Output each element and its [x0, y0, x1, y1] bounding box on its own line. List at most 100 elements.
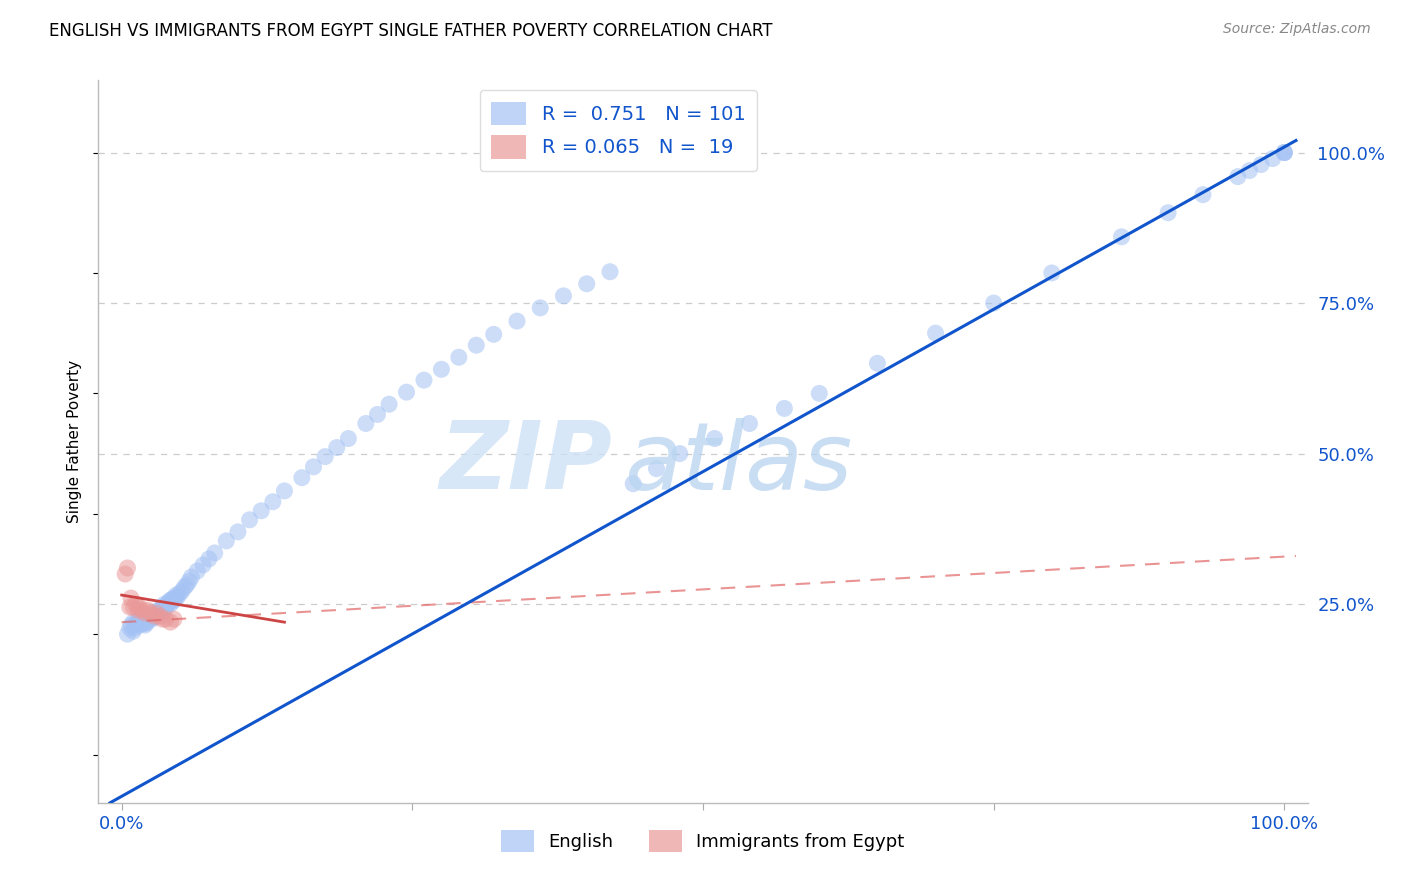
Point [150, 600, 173, 615]
Point [314, 450, 336, 464]
Point [135, 616, 157, 631]
Point [124, 621, 146, 635]
Point [430, 362, 453, 376]
Legend: English, Immigrants from Egypt: English, Immigrants from Egypt [494, 822, 912, 859]
Point [413, 373, 436, 387]
Point [138, 610, 160, 624]
Point [134, 618, 156, 632]
Point [165, 592, 187, 607]
Text: ENGLISH VS IMMIGRANTS FROM EGYPT SINGLE FATHER POVERTY CORRELATION CHART: ENGLISH VS IMMIGRANTS FROM EGYPT SINGLE … [49, 22, 773, 40]
Point [302, 459, 325, 474]
Point [138, 612, 160, 626]
Point [482, 327, 505, 342]
Point [621, 476, 644, 491]
Point [159, 615, 181, 630]
Point [155, 612, 177, 626]
Point [924, 326, 946, 341]
Point [176, 578, 198, 592]
Point [163, 591, 186, 606]
Point [124, 597, 146, 611]
Point [326, 441, 349, 455]
Point [191, 558, 214, 572]
Point [134, 606, 156, 620]
Point [186, 564, 208, 578]
Point [132, 614, 155, 628]
Point [124, 618, 146, 632]
Point [150, 602, 173, 616]
Point [146, 606, 169, 620]
Point [141, 612, 163, 626]
Point [156, 599, 179, 613]
Point [117, 627, 139, 641]
Point [142, 607, 165, 622]
Point [198, 552, 221, 566]
Point [738, 417, 761, 431]
Point [136, 603, 159, 617]
Point [114, 567, 136, 582]
Point [122, 624, 145, 639]
Point [128, 618, 150, 632]
Point [127, 603, 149, 617]
Point [1272, 145, 1295, 160]
Point [983, 296, 1005, 310]
Point [172, 583, 194, 598]
Point [291, 471, 314, 485]
Point [169, 586, 191, 600]
Point [145, 609, 167, 624]
Point [575, 277, 598, 291]
Point [120, 618, 142, 632]
Point [1272, 145, 1295, 160]
Point [122, 600, 145, 615]
Text: ZIP: ZIP [440, 417, 613, 509]
Point [1040, 266, 1063, 280]
Point [143, 609, 166, 624]
Point [143, 610, 166, 624]
Point [529, 301, 551, 315]
Point [118, 600, 141, 615]
Point [136, 614, 159, 628]
Point [395, 385, 418, 400]
Point [354, 417, 377, 431]
Point [1111, 230, 1133, 244]
Point [1226, 169, 1249, 184]
Point [125, 615, 148, 630]
Point [157, 594, 180, 608]
Point [139, 609, 162, 624]
Point [645, 461, 668, 475]
Point [131, 612, 153, 626]
Point [239, 513, 262, 527]
Point [166, 590, 188, 604]
Point [163, 612, 186, 626]
Point [155, 600, 177, 615]
Point [506, 314, 529, 328]
Point [1239, 163, 1261, 178]
Point [148, 603, 170, 617]
Point [165, 588, 187, 602]
Point [139, 606, 162, 620]
Point [179, 574, 201, 589]
Point [152, 604, 174, 618]
Point [117, 561, 139, 575]
Point [866, 356, 889, 370]
Point [337, 432, 360, 446]
Point [273, 483, 295, 498]
Point [250, 504, 273, 518]
Point [1250, 158, 1272, 172]
Point [703, 432, 725, 446]
Point [262, 494, 284, 508]
Point [131, 603, 153, 617]
Point [157, 596, 180, 610]
Point [145, 606, 167, 620]
Point [145, 606, 167, 620]
Point [127, 616, 149, 631]
Point [366, 408, 388, 422]
Point [553, 289, 575, 303]
Point [226, 524, 249, 539]
Point [808, 386, 831, 401]
Point [149, 604, 172, 618]
Point [122, 615, 145, 630]
Y-axis label: Single Father Poverty: Single Father Poverty [67, 360, 83, 523]
Point [128, 612, 150, 626]
Point [447, 350, 470, 364]
Point [378, 397, 401, 411]
